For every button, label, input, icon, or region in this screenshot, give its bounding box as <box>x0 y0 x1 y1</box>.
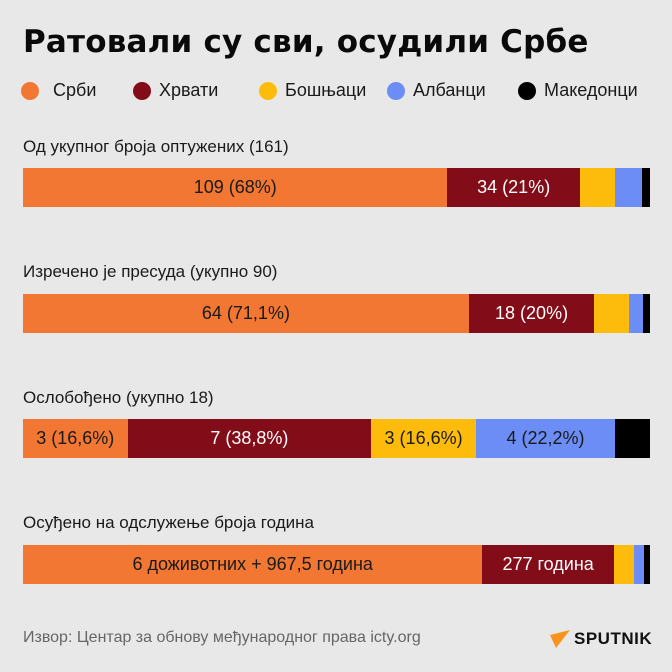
bar-segment-croats: 18 (20%) <box>468 294 595 333</box>
stacked-bar: 6 доживотних + 967,5 година 277 година <box>23 545 650 584</box>
legend-item-albanians: Албанци <box>387 80 486 101</box>
bar-segment-bosniaks <box>579 168 615 207</box>
bar-group-label: Осуђено на одслужење броја година <box>23 513 314 532</box>
legend-item-croats: Хрвати <box>133 80 218 101</box>
chart-title: Ратовали су сви, осудили Србе <box>23 24 589 60</box>
legend-dot-icon <box>518 81 536 100</box>
bar-segment-serbs: 109 (68%) <box>23 168 448 207</box>
bar-segment-croats: 277 година <box>482 545 614 584</box>
bar-segment-albanians <box>614 168 643 207</box>
legend-item-macedonians: Македонци <box>518 80 638 101</box>
segment-label: 64 (71,1%) <box>201 303 290 323</box>
legend-dot-icon <box>21 81 39 100</box>
segment-label: 7 (38,8%) <box>210 428 289 448</box>
bar-segment-serbs: 64 (71,1%) <box>23 294 469 333</box>
bar-segment-macedonians <box>642 168 650 207</box>
segment-label: 3 (16,6%) <box>384 428 463 448</box>
segment-label: 3 (16,6%) <box>36 428 115 448</box>
legend-dot-icon <box>259 81 277 100</box>
bar-segment-albanians: 4 (22,2%) <box>475 419 616 458</box>
segment-label: 277 година <box>502 554 594 574</box>
segment-label: 6 доживотних + 967,5 година <box>132 554 373 574</box>
legend-item-bosniaks: Бошњаци <box>259 80 366 101</box>
legend-label: Албанци <box>413 80 486 100</box>
stacked-bar: 64 (71,1%) 18 (20%) <box>23 294 650 333</box>
bar-segment-albanians <box>633 545 644 584</box>
bar-group-label: Изречено је пресуда (укупно 90) <box>23 262 278 281</box>
legend-dot-icon <box>133 81 151 100</box>
bar-segment-croats: 7 (38,8%) <box>127 419 372 458</box>
bar-segment-macedonians <box>643 545 650 584</box>
bar-group-label: Ослобођено (укупно 18) <box>23 388 214 407</box>
stacked-bar: 3 (16,6%) 7 (38,8%) 3 (16,6%) 4 (22,2%) <box>23 419 650 458</box>
bar-segment-bosniaks <box>594 294 630 333</box>
segment-label: 34 (21%) <box>477 177 551 197</box>
segment-label: 4 (22,2%) <box>506 428 585 448</box>
bar-segment-serbs: 3 (16,6%) <box>23 419 128 458</box>
legend-label: Срби <box>53 80 97 100</box>
bar-segment-albanians <box>629 294 643 333</box>
bar-segment-bosniaks: 3 (16,6%) <box>371 419 476 458</box>
bar-segment-macedonians <box>615 419 650 458</box>
legend-label: Македонци <box>544 80 638 100</box>
bar-segment-bosniaks <box>613 545 634 584</box>
source-note: Извор: Центар за обнову међународног пра… <box>23 629 421 646</box>
bar-segment-serbs: 6 доживотних + 967,5 година <box>23 545 483 584</box>
segment-label: 18 (20%) <box>495 303 569 323</box>
sputnik-arrow-icon <box>550 630 570 648</box>
logo-text: SPUTNIK <box>574 629 653 648</box>
legend-label: Хрвати <box>159 80 219 100</box>
bar-segment-croats: 34 (21%) <box>447 168 580 207</box>
bar-group-label: Од укупног броја оптужених (161) <box>23 137 289 156</box>
segment-label: 109 (68%) <box>193 177 277 197</box>
legend-label: Бошњаци <box>285 80 367 100</box>
sputnik-logo: SPUTNIK <box>550 629 652 649</box>
legend-dot-icon <box>387 81 405 100</box>
stacked-bar: 109 (68%) 34 (21%) <box>23 168 650 207</box>
bar-segment-macedonians <box>643 294 650 333</box>
legend: Срби Хрвати Бошњаци Албанци Македонци <box>21 80 661 106</box>
legend-item-serbs: Срби <box>21 80 96 101</box>
